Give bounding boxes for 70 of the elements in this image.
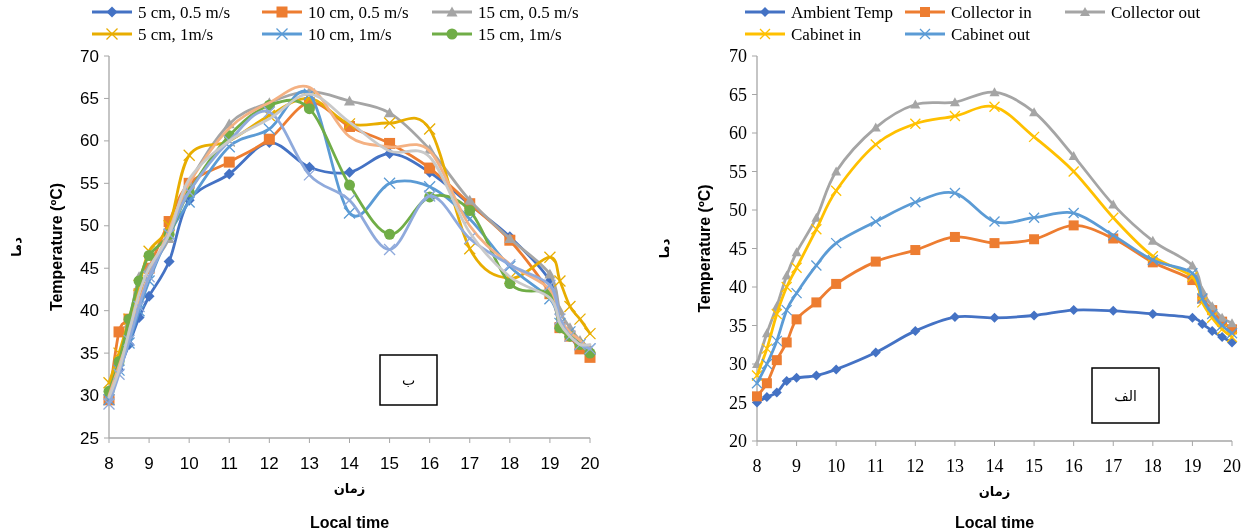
text: دما (9, 236, 24, 257)
text: زمان (333, 481, 366, 496)
x-tick-label: 14 (985, 456, 1004, 476)
x-tick-label: 20 (1223, 456, 1241, 476)
x-tick-label: 18 (1143, 456, 1162, 476)
x-tick-label: 12 (259, 454, 279, 473)
y-tick-label: 35 (80, 343, 99, 363)
y-tick-label: 65 (729, 84, 747, 105)
y-tick-label: 25 (729, 392, 747, 413)
y-tick-label: 30 (729, 354, 747, 374)
text: دما (657, 238, 672, 259)
y-tick-label: 50 (80, 216, 99, 236)
legend-label: 15 cm, 1m/s (478, 24, 562, 44)
x-tick-label: 15 (1025, 456, 1044, 476)
y-tick-label: 45 (729, 238, 747, 259)
x-tick-label: 8 (752, 456, 762, 476)
x-tick-label: 19 (1183, 456, 1202, 476)
y-tick-label: 45 (80, 258, 99, 278)
x-tick-label: 11 (220, 454, 239, 473)
y-tick-label: 35 (729, 315, 747, 336)
legend-label: Collector out (1111, 2, 1201, 22)
x-tick-label: 10 (179, 454, 199, 473)
legend-label: Cabinet out (951, 24, 1031, 44)
x-tick-label: 8 (104, 454, 114, 473)
x-tick-label: 19 (540, 454, 560, 473)
x-tick-label: 10 (827, 456, 846, 476)
legend-label: 10 cm, 0.5 m/s (308, 2, 409, 22)
legend-label: Collector in (951, 2, 1033, 22)
y-tick-label: 60 (729, 123, 747, 143)
y-tick-label: 55 (729, 161, 747, 182)
x-tick-label: 17 (1104, 456, 1123, 476)
x-tick-label: 20 (580, 454, 600, 473)
legend-label: 10 cm, 1m/s (308, 24, 392, 44)
y-tick-label: 40 (729, 277, 747, 297)
x-tick-label: 16 (420, 454, 440, 473)
y-tick-label: 55 (80, 173, 99, 193)
x-tick-label: 13 (945, 456, 964, 476)
y-tick-label: 65 (80, 88, 99, 108)
x-tick-label: 15 (380, 454, 400, 473)
annotation-box: ب (379, 354, 438, 406)
y-tick-label: 40 (80, 301, 99, 321)
x-tick-label: 9 (144, 454, 154, 473)
y-tick-label: 60 (80, 131, 99, 151)
x-axis-title: Local time (954, 514, 1035, 530)
y-tick-label: 50 (729, 200, 747, 220)
x-axis-title: Local time (309, 514, 390, 530)
x-tick-label: 16 (1064, 456, 1083, 476)
x-tick-label: 17 (460, 454, 480, 473)
annotation: الف (1114, 387, 1137, 404)
x-tick-label: 12 (906, 456, 925, 476)
annotation-box: الف (1091, 367, 1160, 424)
y-tick-label: 20 (729, 431, 747, 451)
y-tick-label: 70 (729, 46, 747, 66)
y-tick-label: 25 (80, 428, 99, 448)
x-tick-label: 13 (299, 454, 319, 473)
legend-label: Ambient Temp (791, 2, 893, 22)
y-tick-label: 30 (80, 386, 99, 406)
text: زمان (978, 484, 1011, 499)
x-tick-label: 9 (792, 456, 802, 476)
y-axis-title: Temperature (ºC) (48, 182, 65, 312)
legend-label: 5 cm, 1m/s (138, 24, 214, 44)
x-tick-label: 18 (500, 454, 520, 473)
annotation: ب (401, 372, 416, 388)
legend-label: 15 cm, 0.5 m/s (478, 2, 579, 22)
legend-label: 5 cm, 0.5 m/s (138, 2, 231, 22)
x-tick-label: 11 (867, 456, 885, 476)
x-tick-label: 14 (340, 454, 359, 473)
legend-label: Cabinet in (791, 24, 862, 44)
y-tick-label: 70 (80, 46, 99, 66)
y-axis-title: Temperature (ºC) (696, 184, 713, 313)
